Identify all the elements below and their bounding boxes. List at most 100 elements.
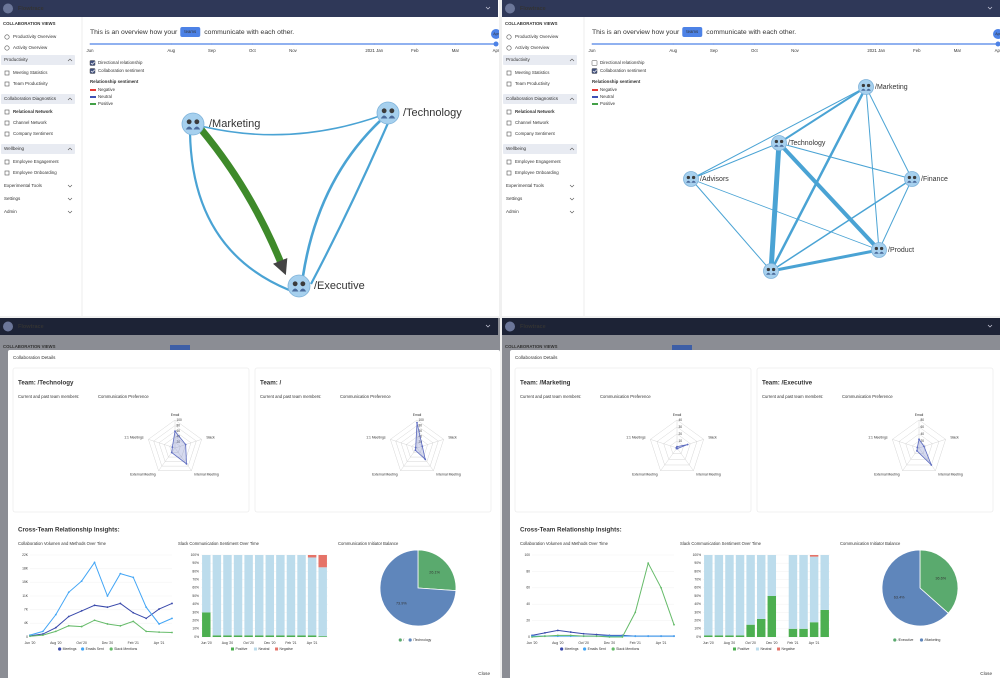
nav-item[interactable]: Admin [506, 209, 519, 214]
team-node[interactable] [904, 171, 920, 187]
nav-item[interactable]: Relational Network [515, 109, 555, 114]
nav-item[interactable]: Experimental Tools [4, 183, 43, 188]
team-node[interactable] [683, 171, 699, 187]
legend-swatch [109, 647, 113, 651]
team-node[interactable] [287, 274, 311, 298]
chevron [67, 58, 73, 62]
section-title: COLLABORATION VIEWS [3, 344, 56, 349]
nav-group-header[interactable] [1, 55, 75, 65]
nav-item[interactable]: Meeting Statistics [515, 70, 550, 75]
timeline-thumb[interactable] [493, 41, 499, 47]
close-button[interactable]: Close [980, 671, 992, 676]
nav-item[interactable]: Admin [4, 209, 17, 214]
bar-segment [318, 567, 327, 637]
nav-group-header[interactable] [503, 144, 577, 154]
section-title: COLLABORATION VIEWS [505, 21, 558, 26]
node-label[interactable]: /Executive [314, 280, 365, 292]
node-person [771, 267, 776, 272]
radar-tick-label: 80 [921, 418, 925, 422]
radar-point [923, 445, 925, 448]
team-chip[interactable] [682, 27, 703, 37]
checkmark [592, 69, 598, 73]
node-label[interactable]: /Product [888, 247, 914, 254]
checkbox[interactable] [89, 60, 96, 66]
nav-item[interactable]: Meeting Statistics [13, 70, 48, 75]
nav-item[interactable]: Experimental Tools [506, 183, 545, 188]
team-node[interactable] [771, 135, 787, 151]
nav-item[interactable]: Productivity Overview [515, 34, 559, 39]
node-person [766, 267, 771, 272]
legend-swatch [398, 638, 402, 642]
checkbox[interactable] [591, 68, 598, 74]
bar-segment [704, 635, 713, 637]
nav-icon [506, 109, 512, 115]
menu-chevron[interactable] [987, 324, 993, 328]
node-label[interactable]: /Advisors [700, 176, 729, 183]
app-name: Flowtrace [18, 324, 44, 330]
radar-axis-label: Slack [950, 436, 959, 440]
node-person [912, 175, 917, 180]
timeline-label: Feb [411, 48, 419, 53]
nav-item[interactable]: Productivity Overview [13, 34, 57, 39]
sidebar [0, 17, 82, 318]
checkmark [90, 69, 96, 73]
nav-item[interactable]: Settings [506, 196, 523, 201]
relationship-edge [690, 142, 780, 180]
node-label[interactable]: /Marketing [875, 84, 908, 91]
timeline-thumb[interactable] [995, 41, 1000, 47]
nav-item[interactable]: Team Productivity [13, 81, 48, 86]
legend-swatch [253, 647, 257, 651]
legend-swatch [592, 89, 598, 91]
nav-group-header[interactable] [1, 94, 75, 104]
x-tick-label: Apr '21 [656, 641, 667, 645]
nav-item[interactable]: Employee Engagement [13, 159, 59, 164]
radar-point [916, 446, 919, 449]
node-label[interactable]: /Technology [788, 140, 826, 147]
nav-item[interactable]: Activity Overview [13, 45, 48, 50]
team-node[interactable] [763, 263, 779, 279]
bar-segment [714, 635, 724, 637]
nav-item[interactable]: Activity Overview [515, 45, 550, 50]
team-node[interactable] [181, 112, 205, 136]
node-label[interactable]: /Technology [403, 107, 462, 119]
node-label[interactable]: /Marketing [209, 118, 260, 130]
chevron [569, 184, 575, 188]
nav-icon [4, 131, 10, 137]
radar-ring [892, 419, 946, 471]
nav-item[interactable]: Channel Network [13, 120, 47, 125]
relationship-edge [310, 122, 390, 285]
legend-swatch [592, 96, 598, 98]
y-tick-label: 22K [22, 553, 29, 557]
nav-item[interactable]: Settings [4, 196, 21, 201]
menu-chevron[interactable] [987, 6, 993, 10]
team-chip[interactable] [180, 27, 201, 37]
menu-chevron[interactable] [485, 324, 491, 328]
team-node[interactable] [858, 79, 874, 95]
team-node[interactable] [376, 101, 400, 125]
node-label[interactable]: /Finance [921, 176, 948, 183]
series-point [171, 631, 173, 634]
checkbox[interactable] [89, 68, 96, 74]
nav-group-header[interactable] [503, 55, 577, 65]
nav-group-title: Productivity [506, 57, 530, 62]
nav-item[interactable]: Team Productivity [515, 81, 550, 86]
series-point [145, 617, 148, 620]
series-point [106, 623, 109, 625]
nav-item[interactable]: Relational Network [13, 109, 53, 114]
menu-chevron[interactable] [485, 6, 491, 10]
preference-label: Communication Preference [600, 394, 651, 399]
nav-item[interactable]: Employee Onboarding [515, 170, 559, 175]
checkbox[interactable] [591, 60, 598, 66]
y-tick-label: 20 [526, 618, 530, 622]
radar-axis-label: 1:1 Meetings [868, 436, 888, 440]
nav-item[interactable]: Employee Onboarding [13, 170, 57, 175]
nav-item[interactable]: Company Sentiment [13, 131, 54, 136]
nav-item[interactable]: Company Sentiment [515, 131, 556, 136]
close-button[interactable]: Close [478, 671, 490, 676]
nav-item[interactable]: Channel Network [515, 120, 549, 125]
nav-group-header[interactable] [503, 94, 577, 104]
team-node[interactable] [871, 242, 887, 258]
nav-group-header[interactable] [1, 144, 75, 154]
nav-item[interactable]: Employee Engagement [515, 159, 561, 164]
series-point [556, 634, 559, 637]
